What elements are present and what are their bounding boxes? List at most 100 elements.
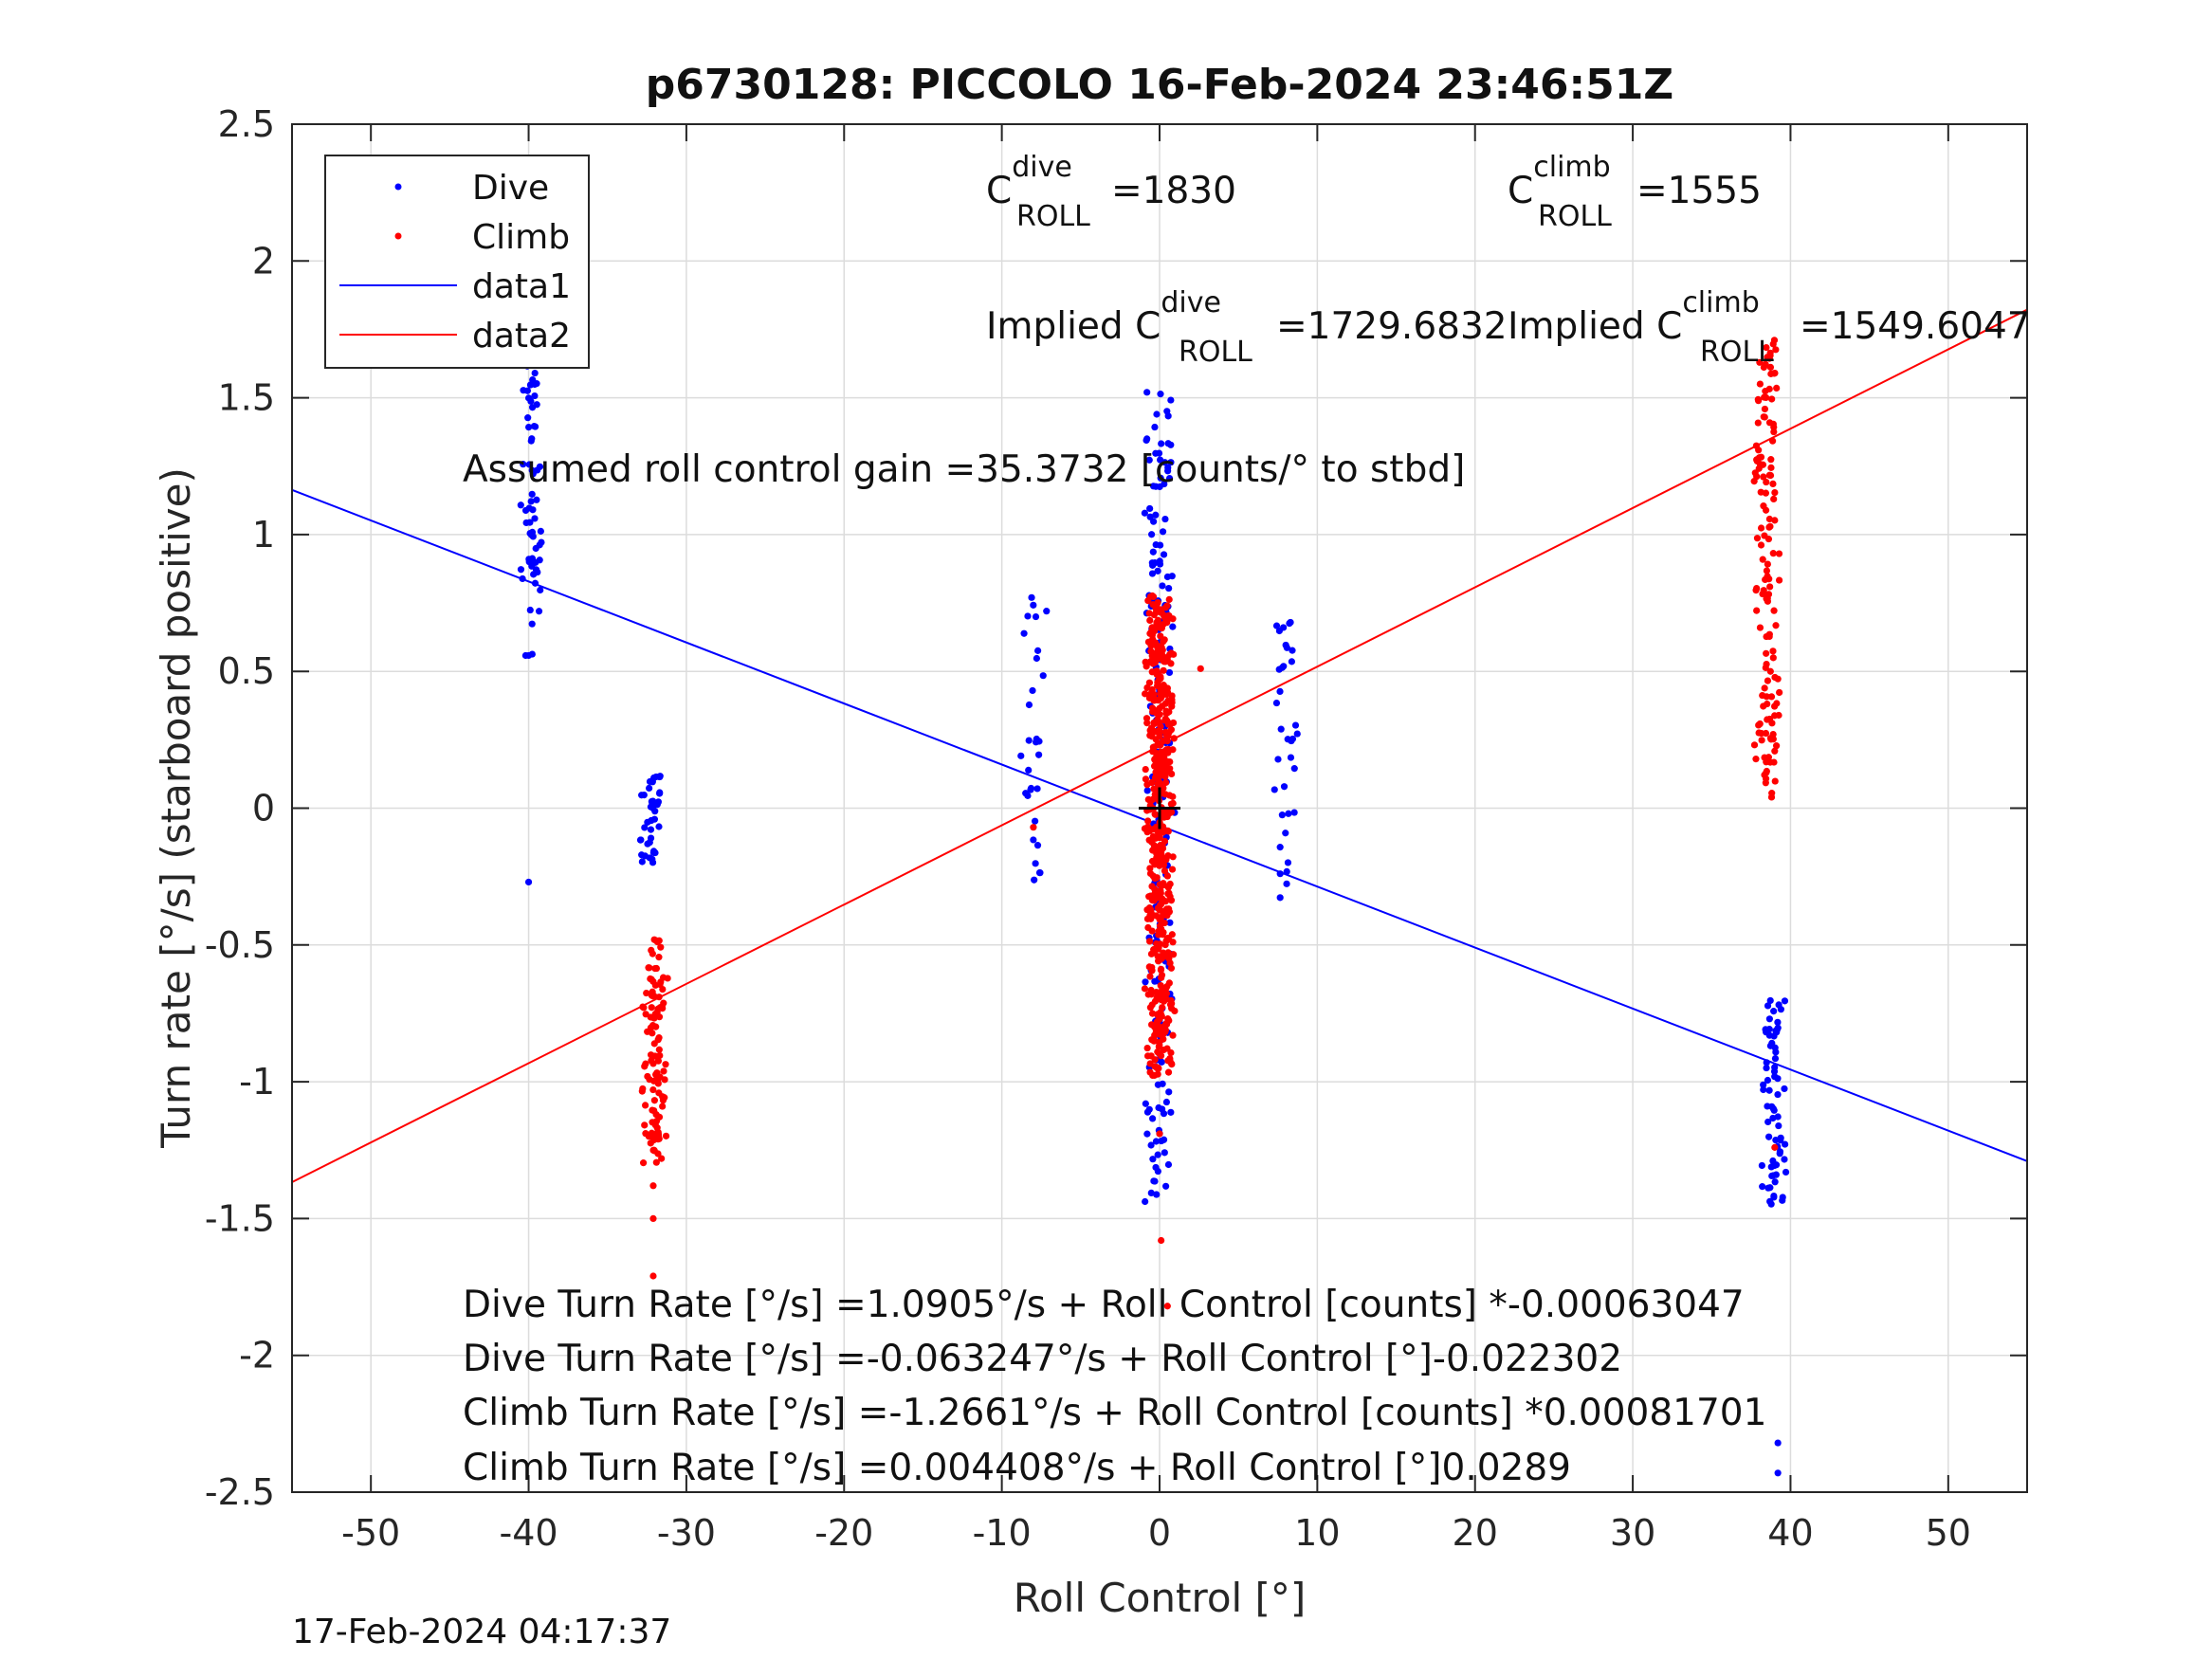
dive-point: [529, 506, 537, 514]
climb-point: [1166, 1054, 1174, 1063]
dive-point: [1764, 1002, 1772, 1010]
dive-point: [1155, 1103, 1162, 1112]
dive-point: [1149, 1156, 1157, 1163]
dive-point: [1167, 1108, 1175, 1116]
dive-point: [1781, 997, 1789, 1005]
dive-point: [1146, 513, 1154, 520]
climb-point: [658, 1155, 666, 1162]
dive-point: [656, 773, 664, 781]
dive-point: [1764, 1103, 1771, 1110]
dive-point: [525, 651, 533, 660]
dive-point: [1151, 977, 1159, 985]
dive-point: [1157, 474, 1164, 482]
climb-point: [1147, 915, 1155, 922]
dive-point: [525, 461, 533, 468]
y-tick-label: -2.5: [205, 1471, 275, 1513]
dive-point: [1153, 410, 1161, 418]
c-climb-value: =1555: [1636, 170, 1762, 212]
climb-point: [1756, 358, 1764, 366]
climb-point: [1150, 743, 1158, 751]
dive-point: [1024, 792, 1032, 799]
dive-point: [1024, 612, 1032, 620]
climb-point: [1145, 938, 1154, 945]
dive-point: [1142, 1100, 1149, 1107]
climb-point: [1146, 869, 1155, 878]
climb-point: [1155, 676, 1162, 684]
dive-point: [524, 414, 532, 422]
climb-point: [659, 1005, 667, 1012]
dive-point: [1168, 573, 1176, 580]
climb-point: [644, 1072, 651, 1081]
dive-point: [1162, 1182, 1170, 1190]
climb-point: [1143, 906, 1151, 914]
dive-point: [531, 579, 539, 587]
y-tick-label: -0.5: [205, 924, 275, 966]
dive-point: [1768, 1172, 1776, 1180]
dive-point: [1774, 1469, 1782, 1477]
climb-point: [1762, 664, 1769, 671]
climb-point: [1146, 797, 1155, 805]
climb-point: [1757, 453, 1765, 461]
dive-point: [1770, 1192, 1778, 1200]
dive-point: [655, 823, 663, 830]
dive-point: [519, 574, 526, 583]
c-dive-sub: ROLL: [1016, 200, 1090, 233]
dive-point: [1770, 1106, 1778, 1114]
dive-point: [533, 401, 540, 409]
dive-point: [1276, 844, 1284, 851]
legend-climb-marker: [394, 232, 402, 240]
climb-point: [1776, 688, 1783, 697]
dive-point: [1160, 1110, 1168, 1118]
dive-point: [1160, 551, 1168, 558]
climb-point: [1158, 974, 1165, 981]
climb-point: [1155, 729, 1163, 738]
dive-point: [1285, 810, 1292, 817]
dive-point: [1772, 1161, 1781, 1169]
dive-point: [1158, 440, 1165, 447]
climb-point: [1762, 575, 1769, 584]
climb-point: [1148, 733, 1156, 740]
climb-point: [1757, 488, 1764, 496]
dive-point: [1766, 996, 1774, 1005]
dive-point: [1159, 528, 1167, 536]
legend-dive-label: Dive: [472, 169, 549, 208]
climb-point: [1169, 799, 1177, 807]
x-tick-label: -50: [341, 1512, 400, 1554]
climb-point: [660, 999, 667, 1007]
climb-point: [1771, 517, 1779, 524]
climb-point: [1163, 935, 1171, 942]
dive-point: [1154, 567, 1161, 574]
dive-point: [638, 851, 646, 859]
dive-point: [531, 515, 539, 522]
climb-point: [656, 980, 664, 989]
implied-dive-sup: dive: [1161, 286, 1221, 319]
climb-point: [1156, 887, 1163, 895]
ticks: [292, 123, 2027, 1493]
dive-point: [1770, 1067, 1779, 1075]
x-tick-label: 50: [1926, 1512, 1971, 1554]
climb-point: [1156, 940, 1164, 948]
dive-point: [1039, 672, 1047, 680]
dive-point: [1148, 570, 1157, 577]
x-tick-label: -20: [814, 1512, 873, 1554]
climb-point: [1150, 611, 1158, 619]
dive-point: [1760, 1081, 1767, 1088]
x-tick-label: 30: [1610, 1512, 1655, 1554]
climb-point: [1766, 667, 1774, 675]
dive-point: [1152, 1138, 1161, 1145]
climb-point: [1168, 696, 1176, 703]
climb-point: [646, 964, 653, 972]
climb-point: [1164, 827, 1172, 834]
climb-point: [1151, 1056, 1159, 1064]
climb-point: [1160, 666, 1167, 674]
dive-point: [520, 387, 527, 394]
climb-point: [642, 1011, 649, 1018]
climb-point: [1157, 722, 1164, 731]
climb-point: [1150, 897, 1158, 904]
dive-point: [525, 423, 533, 431]
fit-line-3: Climb Turn Rate [°/s] =-1.2661°/s + Roll…: [463, 1392, 1766, 1434]
climb-point: [1752, 442, 1761, 449]
dive-point: [1772, 1136, 1780, 1144]
dive-point: [1154, 1151, 1161, 1158]
dive-point: [648, 816, 655, 825]
